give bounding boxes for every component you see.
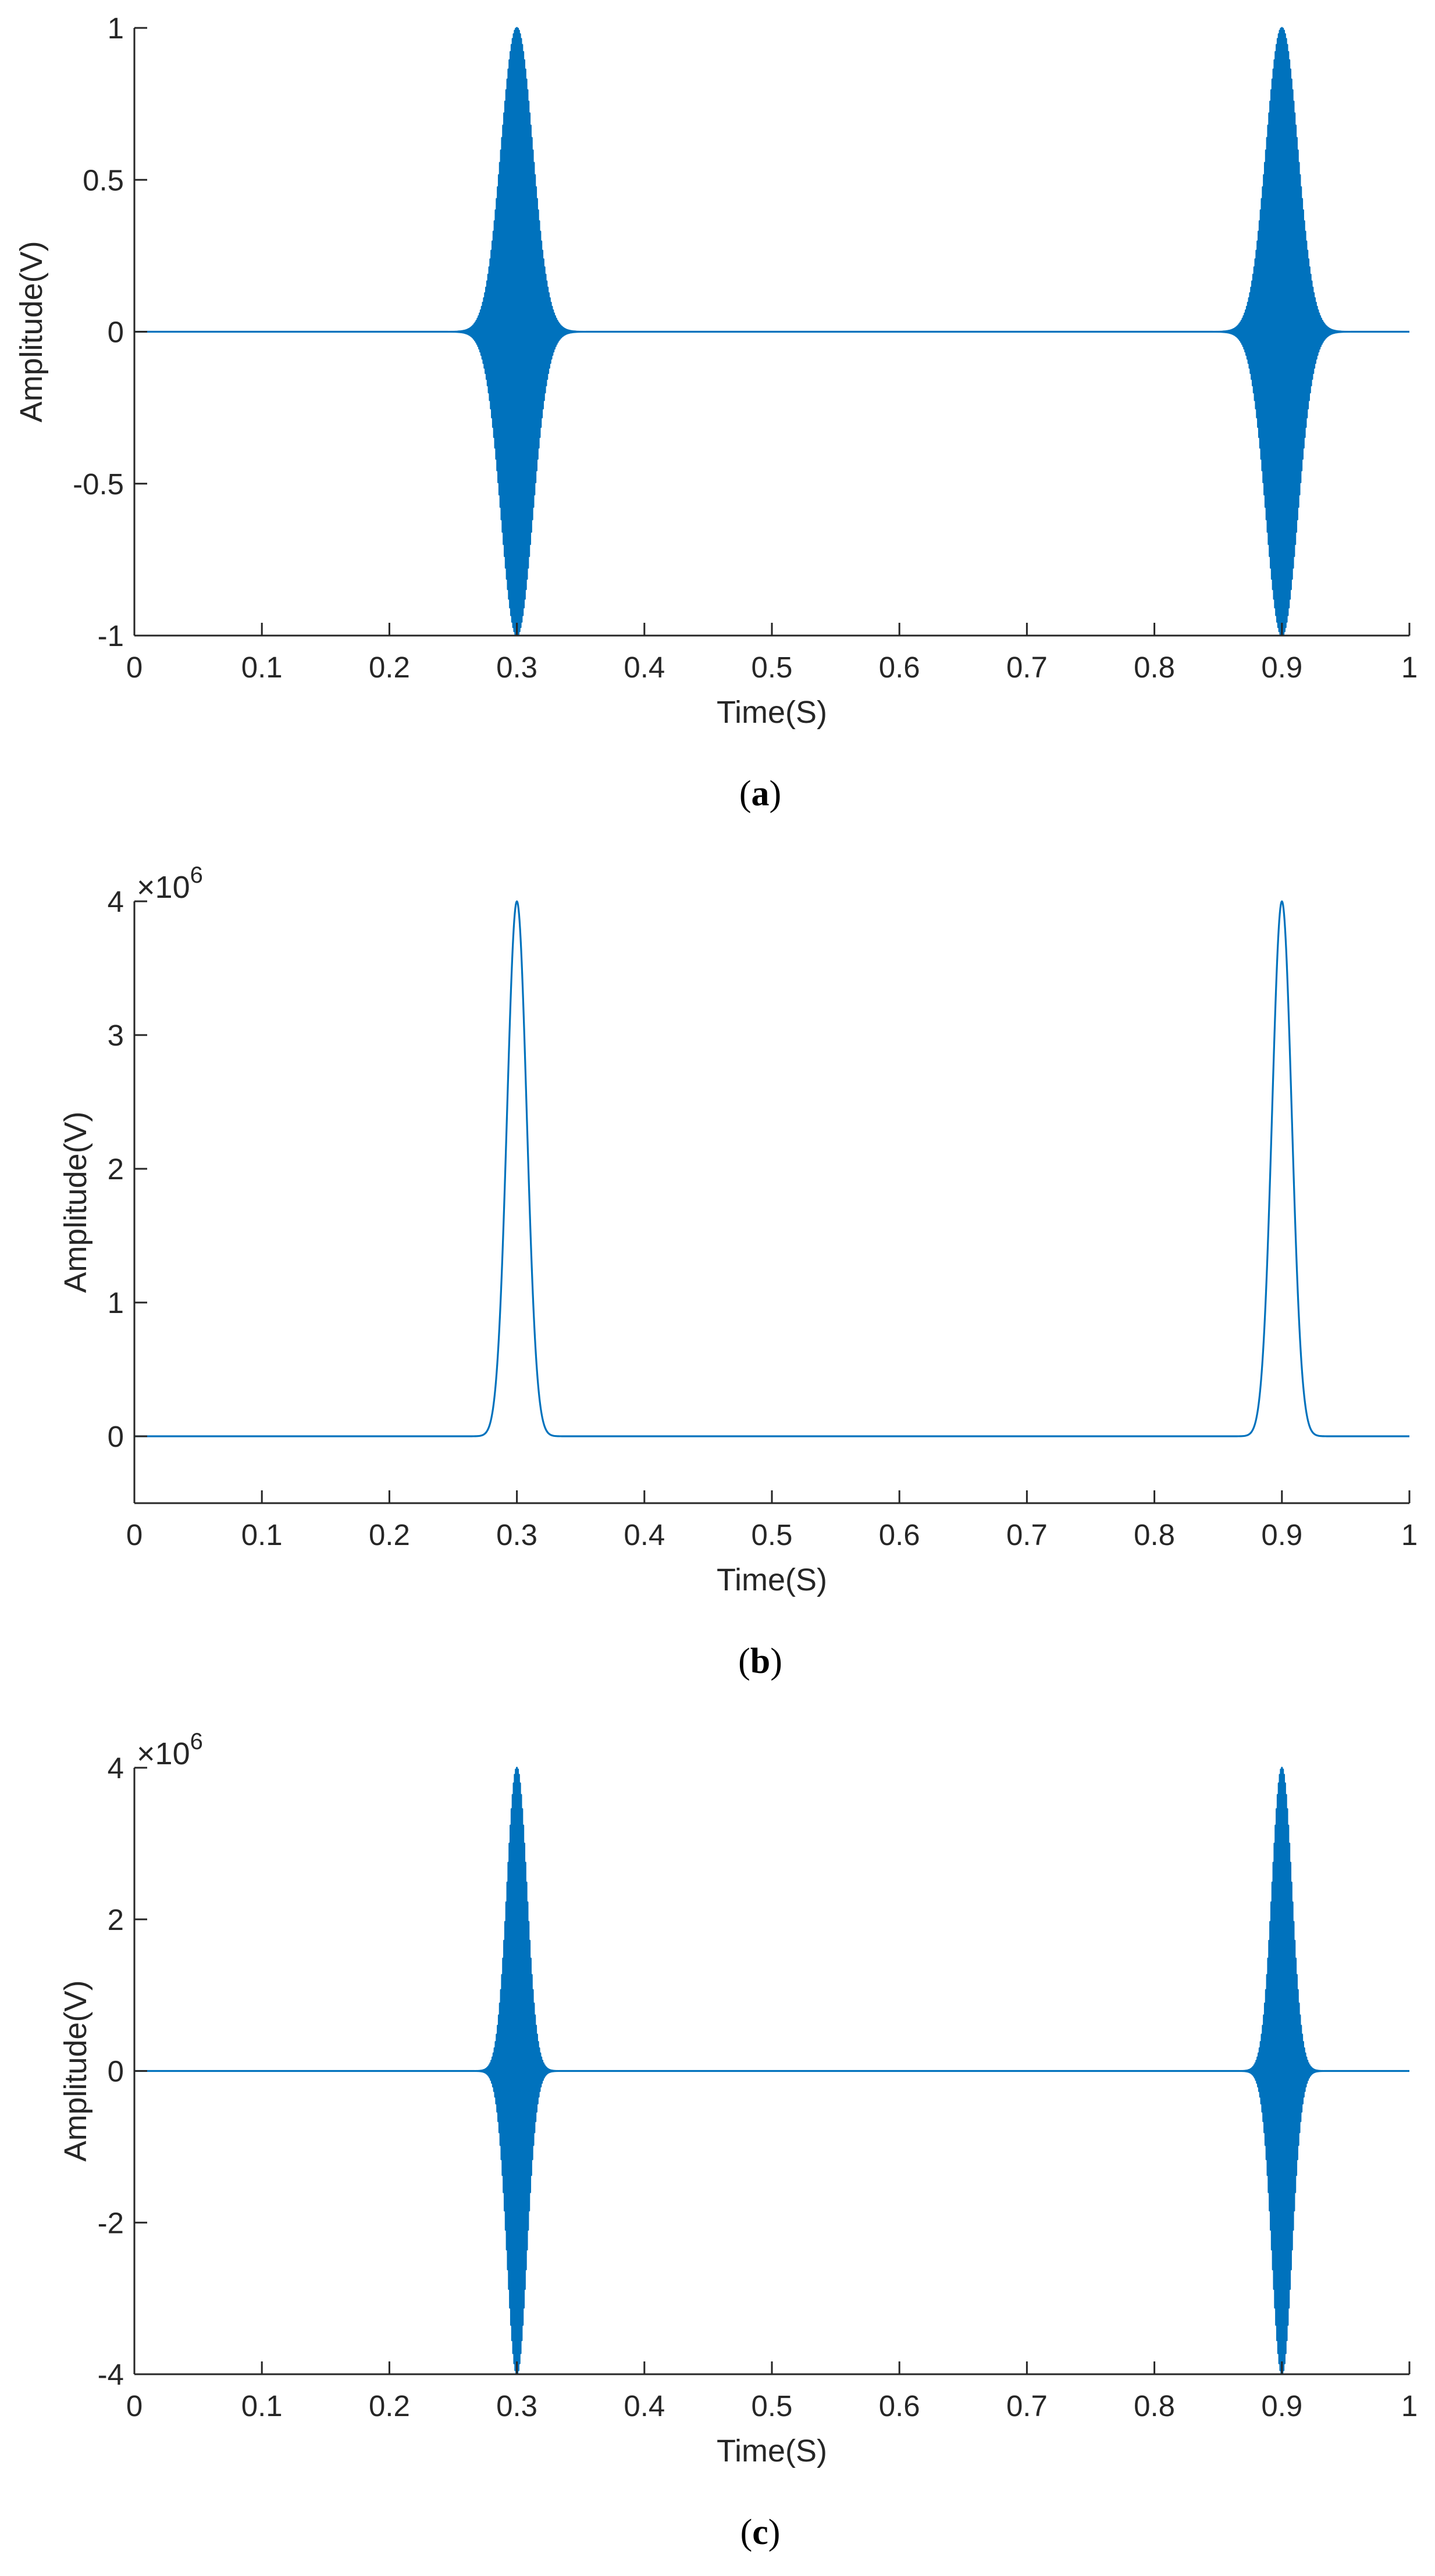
y-tick-label: 2 bbox=[108, 1153, 124, 1186]
y-axis-label: Amplitude(V) bbox=[58, 1111, 93, 1293]
subplot-c: 0 0.1 0.2 0.3 0.4 0.5 0.6 0.7 0.8 0.9 1 -4 -2 0 2 4 Time… bbox=[58, 1729, 1418, 2552]
exponent-base: ×10 bbox=[137, 870, 190, 905]
y-tick-label: 4 bbox=[108, 1751, 124, 1785]
series-line bbox=[134, 27, 1410, 637]
x-tick-label: 0.2 bbox=[369, 1518, 410, 1551]
y-tick-label: 4 bbox=[108, 885, 124, 918]
caption-letter: c bbox=[752, 2513, 768, 2552]
subplot-caption: (c) bbox=[740, 2513, 781, 2552]
caption-open: ( bbox=[739, 774, 752, 814]
caption-close: ) bbox=[770, 1642, 782, 1681]
x-tick-label: 0.1 bbox=[241, 1518, 283, 1551]
series-line bbox=[134, 1767, 1410, 2375]
x-tick-label: 0.6 bbox=[879, 651, 920, 684]
y-tick-label: -0.5 bbox=[73, 468, 124, 501]
x-axis-label: Time(S) bbox=[717, 695, 827, 730]
y-tick-label: 0 bbox=[108, 1420, 124, 1453]
exponent-label: ×106 bbox=[137, 1729, 203, 1771]
x-axis-label: Time(S) bbox=[717, 2434, 827, 2468]
x-tick-label: 0.5 bbox=[752, 651, 793, 684]
exponent-power: 6 bbox=[190, 862, 203, 888]
x-tick-label: 0.3 bbox=[496, 1518, 537, 1551]
y-tick-label: -2 bbox=[98, 2206, 124, 2239]
y-tick-label: 0 bbox=[108, 2055, 124, 2088]
x-tick-label: 0.7 bbox=[1006, 1518, 1048, 1551]
y-tick-label: -4 bbox=[98, 2358, 124, 2391]
x-tick-label: 0.5 bbox=[752, 2389, 793, 2422]
x-tick-label: 0.8 bbox=[1134, 1518, 1175, 1551]
x-tick-label: 0.5 bbox=[752, 1518, 793, 1551]
caption-close: ) bbox=[768, 2513, 781, 2552]
x-tick-label: 0.6 bbox=[879, 2389, 920, 2422]
x-tick-label: 0.8 bbox=[1134, 2389, 1175, 2422]
x-tick-label: 0.2 bbox=[369, 2389, 410, 2422]
y-tick-label: 1 bbox=[108, 1286, 124, 1319]
subplot-caption: (a) bbox=[739, 774, 781, 814]
y-tick-label: -1 bbox=[98, 619, 124, 652]
caption-letter: a bbox=[752, 774, 770, 814]
caption-open: ( bbox=[738, 1642, 750, 1681]
x-tick-label: 0 bbox=[126, 1518, 143, 1551]
y-axis-label: Amplitude(V) bbox=[14, 241, 49, 422]
x-tick-label: 0.9 bbox=[1261, 651, 1302, 684]
subplot-a: 0 0.1 0.2 0.3 0.4 0.5 0.6 0.7 0.8 0.9 1 -1 -0.5 0 0.5 1… bbox=[14, 12, 1418, 814]
y-tick-label: 1 bbox=[108, 12, 124, 45]
x-tick-label: 1 bbox=[1401, 2389, 1418, 2422]
caption-close: ) bbox=[770, 774, 782, 814]
x-tick-label: 0.4 bbox=[624, 651, 665, 684]
caption-letter: b bbox=[750, 1642, 770, 1681]
y-tick-label: 0.5 bbox=[83, 163, 124, 197]
x-tick-label: 0.4 bbox=[624, 2389, 665, 2422]
x-tick-label: 1 bbox=[1401, 651, 1418, 684]
x-tick-label: 0.6 bbox=[879, 1518, 920, 1551]
exponent-power: 6 bbox=[190, 1729, 203, 1754]
x-tick-label: 1 bbox=[1401, 1518, 1418, 1551]
x-tick-label: 0.7 bbox=[1006, 2389, 1048, 2422]
x-tick-label: 0 bbox=[126, 2389, 143, 2422]
x-tick-label: 0.3 bbox=[496, 2389, 537, 2422]
x-axis-label: Time(S) bbox=[717, 1562, 827, 1597]
x-tick-label: 0.2 bbox=[369, 651, 410, 684]
exponent-label: ×106 bbox=[137, 862, 203, 905]
x-tick-label: 0.9 bbox=[1261, 2389, 1302, 2422]
x-tick-label: 0.1 bbox=[241, 2389, 283, 2422]
caption-open: ( bbox=[740, 2513, 753, 2552]
x-tick-label: 0.8 bbox=[1134, 651, 1175, 684]
exponent-base: ×10 bbox=[137, 1736, 190, 1771]
y-tick-label: 0 bbox=[108, 316, 124, 349]
y-tick-label: 2 bbox=[108, 1903, 124, 1936]
y-tick-label: 3 bbox=[108, 1019, 124, 1052]
y-axis-label: Amplitude(V) bbox=[58, 1980, 93, 2161]
subplot-b: 0 0.1 0.2 0.3 0.4 0.5 0.6 0.7 0.8 0.9 1 0 1 2 3 4 Time(S… bbox=[58, 862, 1418, 1681]
x-tick-label: 0.9 bbox=[1261, 1518, 1302, 1551]
x-tick-label: 0 bbox=[126, 651, 143, 684]
x-tick-label: 0.3 bbox=[496, 651, 537, 684]
x-tick-label: 0.1 bbox=[241, 651, 283, 684]
series-line bbox=[134, 900, 1410, 1437]
x-tick-label: 0.4 bbox=[624, 1518, 665, 1551]
subplot-caption: (b) bbox=[738, 1642, 782, 1681]
x-tick-label: 0.7 bbox=[1006, 651, 1048, 684]
